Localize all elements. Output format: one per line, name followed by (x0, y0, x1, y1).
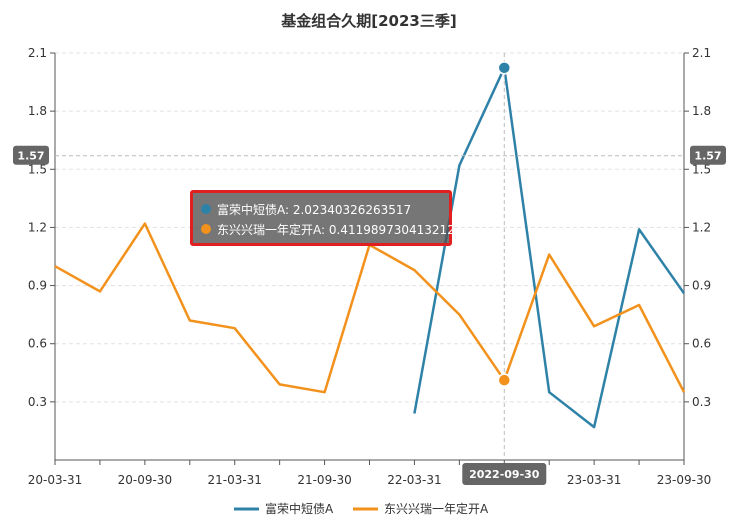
x-tick-label: 20-03-31 (28, 473, 82, 487)
legend-item-0: 富荣中短债A (234, 501, 334, 516)
y-tick-label-right: 0.3 (692, 395, 711, 409)
y-tick-label-right: 1.5 (692, 162, 711, 176)
tooltip-text-0: 富荣中短债A: 2.02340326263517 (217, 202, 412, 217)
legend: 富荣中短债A 东兴兴瑞一年定开A (234, 501, 489, 516)
crosshair: 1.57 1.57 2022-09-30 (13, 53, 726, 485)
x-pointer-label: 2022-09-30 (462, 463, 547, 485)
highlight-points (497, 61, 512, 387)
axes: 0.3 0.3 0.6 0.6 0.9 0.9 1.2 1.2 1.5 1.5 1.8 1.8 2.1 2… (28, 46, 711, 487)
legend-label: 东兴兴瑞一年定开A (384, 501, 489, 516)
x-pointer-label-text: 2022-09-30 (469, 468, 540, 481)
series-lines (54, 66, 686, 429)
tooltip: 富荣中短债A: 2.02340326263517 东兴兴瑞一年定开A: 0.41… (190, 190, 455, 246)
chart-title: 基金组合久期[2023三季] (280, 12, 456, 30)
y-pointer-label-left: 1.57 (13, 145, 49, 165)
y-tick-label-right: 0.9 (692, 279, 711, 293)
y-tick-label-left: 2.1 (28, 46, 47, 60)
highlight-point-0 (497, 61, 512, 75)
y-pointer-label-text: 1.57 (17, 150, 44, 163)
highlight-point-1 (497, 373, 512, 387)
tooltip-series-dot (201, 204, 211, 214)
y-tick-label-right: 0.6 (692, 337, 711, 351)
legend-label: 富荣中短债A (265, 501, 334, 516)
y-tick-label-right: 2.1 (692, 46, 711, 60)
tooltip-series-dot (201, 224, 211, 234)
y-pointer-label-text: 1.57 (694, 150, 721, 163)
series-line-1 (54, 222, 686, 394)
series-line-0 (413, 66, 686, 429)
x-tick-label: 20-09-30 (118, 473, 172, 487)
x-tick-label: 21-03-31 (207, 473, 261, 487)
y-tick-label-left: 0.9 (28, 279, 47, 293)
x-pointer-label-bg (462, 463, 547, 485)
x-tick-label: 23-09-30 (657, 473, 711, 487)
y-tick-label-right: 1.8 (692, 104, 711, 118)
y-tick-label-left: 1.5 (28, 162, 47, 176)
y-tick-label-left: 0.6 (28, 337, 47, 351)
y-tick-label-left: 1.2 (28, 220, 47, 234)
y-tick-label-left: 0.3 (28, 395, 47, 409)
x-tick-label: 22-03-31 (387, 473, 441, 487)
y-tick-label-right: 1.2 (692, 220, 711, 234)
x-tick-label: 23-03-31 (567, 473, 621, 487)
y-pointer-label-bg (13, 145, 49, 165)
tooltip-text-1: 东兴兴瑞一年定开A: 0.411989730413212 (217, 222, 455, 237)
y-pointer-label-bg (690, 145, 726, 165)
x-tick-label: 21-09-30 (297, 473, 351, 487)
tooltip-row-1: 东兴兴瑞一年定开A: 0.411989730413212 (201, 219, 455, 239)
y-pointer-label-right: 1.57 (690, 145, 726, 165)
tooltip-row-0: 富荣中短债A: 2.02340326263517 (201, 199, 441, 219)
y-tick-label-left: 1.8 (28, 104, 47, 118)
legend-item-1: 东兴兴瑞一年定开A (353, 501, 489, 516)
